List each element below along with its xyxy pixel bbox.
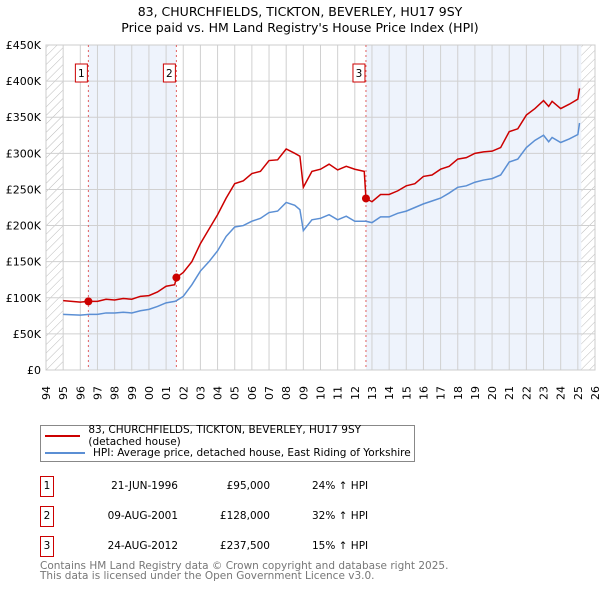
x-tick-label: 2026: [589, 386, 600, 400]
x-tick-label: 2019: [469, 386, 482, 400]
x-tick-label: 2012: [349, 386, 362, 400]
x-tick-label: 2021: [503, 386, 516, 400]
sale-hpi: 24% ↑ HPI: [312, 480, 369, 492]
sale-marker-label: 1: [78, 68, 85, 80]
x-tick-label: 2009: [297, 386, 310, 400]
x-tick-label: 2010: [315, 386, 328, 400]
sale-point: [84, 297, 93, 306]
x-tick-label: 2011: [332, 386, 345, 400]
y-tick-label: £100K: [6, 292, 42, 305]
sale-point: [361, 194, 370, 203]
sale-date: 21-JUN-1996: [111, 480, 178, 492]
x-tick-label: 2001: [160, 386, 173, 400]
x-tick-label: 2013: [366, 386, 379, 400]
chart-title: 83, CHURCHFIELDS, TICKTON, BEVERLEY, HU1…: [137, 4, 463, 19]
x-tick-label: 1998: [109, 386, 122, 400]
y-tick-label: £150K: [6, 256, 42, 269]
y-tick-label: £0: [27, 364, 41, 377]
y-tick-label: £350K: [6, 111, 42, 124]
sale-price: £128,000: [219, 510, 270, 522]
sale-marker-box: [352, 63, 366, 83]
y-tick-label: £200K: [6, 220, 42, 233]
legend: 83, CHURCHFIELDS, TICKTON, BEVERLEY, HU1…: [40, 424, 415, 462]
legend-item-hpi: HPI: Average price, detached house, East…: [45, 445, 411, 461]
y-tick-label: £400K: [6, 75, 42, 88]
series-line: [63, 122, 581, 316]
x-tick-label: 2018: [452, 386, 465, 400]
table-row: 1 21-JUN-1996 £95,000 24% ↑ HPI: [40, 476, 440, 497]
x-tick-label: 2007: [263, 386, 276, 400]
sale-marker-box: [162, 63, 176, 83]
hatched-region: [581, 45, 595, 370]
x-tick-label: 2024: [555, 386, 568, 400]
sale-date: 09-AUG-2001: [107, 510, 178, 522]
sale-hpi: 15% ↑ HPI: [312, 540, 369, 552]
footer-line: This data is licensed under the Open Gov…: [40, 570, 375, 582]
x-tick-label: 2023: [538, 386, 551, 400]
y-tick-label: £450K: [6, 39, 42, 52]
legend-line-red: [45, 435, 81, 437]
sale-marker-label: 3: [356, 68, 363, 80]
x-tick-label: 2016: [417, 386, 430, 400]
sale-marker-box: [74, 63, 88, 83]
x-tick-label: 1995: [57, 386, 70, 400]
y-tick-label: £250K: [6, 183, 42, 196]
legend-label: HPI: Average price, detached house, East…: [93, 447, 411, 459]
y-tick-label: £50K: [13, 328, 42, 341]
x-tick-label: 2006: [246, 386, 259, 400]
sale-number: 2: [40, 506, 54, 527]
x-tick-label: 2020: [486, 386, 499, 400]
table-row: 3 24-AUG-2012 £237,500 15% ↑ HPI: [40, 536, 440, 557]
footer-line: Contains HM Land Registry data © Crown c…: [40, 560, 449, 572]
shaded-region: [365, 45, 582, 370]
hatched-region: [46, 45, 64, 370]
x-tick-label: 1999: [126, 386, 139, 400]
sale-point: [172, 273, 181, 282]
sale-price: £237,500: [219, 540, 270, 552]
legend-label: 83, CHURCHFIELDS, TICKTON, BEVERLEY, HU1…: [88, 424, 362, 448]
x-tick-label: 2025: [572, 386, 585, 400]
y-tick-label: £300K: [6, 147, 42, 160]
x-tick-label: 2000: [143, 386, 156, 400]
x-tick-label: 2017: [435, 386, 448, 400]
x-tick-label: 2015: [400, 386, 413, 400]
sale-date: 24-AUG-2012: [107, 540, 178, 552]
sale-number: 1: [40, 476, 54, 497]
x-tick-label: 2004: [212, 386, 225, 400]
x-tick-label: 2002: [177, 386, 190, 400]
plot-frame: [45, 44, 596, 371]
x-tick-label: 2022: [520, 386, 533, 400]
series-line: [63, 88, 581, 303]
footer: Contains HM Land Registry data © Crown c…: [40, 560, 449, 582]
sale-number: 3: [40, 536, 54, 557]
sale-marker-label: 2: [166, 68, 173, 80]
price-chart: 1994 1995 1996 1997 1998 1999 2000 2001 2002 2003…: [6, 39, 600, 400]
x-tick-label: 1997: [91, 386, 104, 400]
x-tick-label: 2005: [229, 386, 242, 400]
chart-subtitle: Price paid vs. HM Land Registry's House …: [121, 20, 479, 35]
x-tick-label: 2008: [280, 386, 293, 400]
x-tick-label: 2014: [383, 386, 396, 400]
sale-price: £95,000: [226, 480, 270, 492]
x-tick-label: 1994: [40, 386, 53, 400]
x-tick-label: 2003: [194, 386, 207, 400]
x-tick-label: 1996: [74, 386, 87, 400]
legend-line-blue: [45, 452, 85, 454]
table-row: 2 09-AUG-2001 £128,000 32% ↑ HPI: [40, 506, 440, 527]
shaded-region: [88, 45, 177, 370]
legend-item-property: 83, CHURCHFIELDS, TICKTON, BEVERLEY, HU1…: [45, 424, 414, 448]
sale-hpi: 32% ↑ HPI: [312, 510, 369, 522]
